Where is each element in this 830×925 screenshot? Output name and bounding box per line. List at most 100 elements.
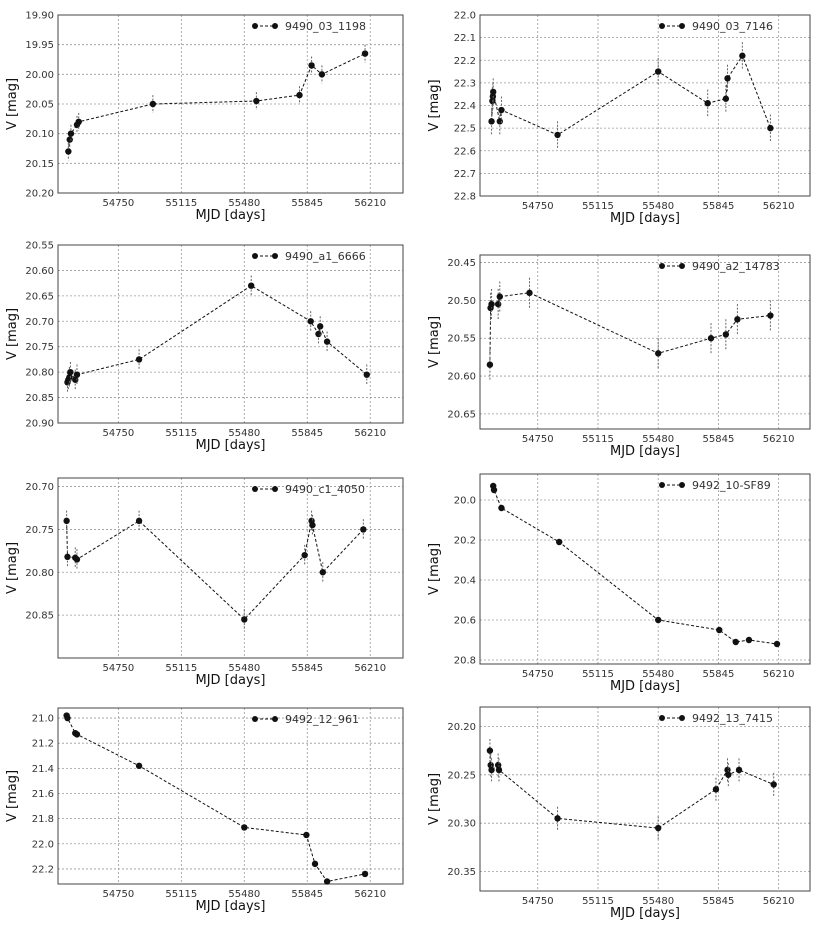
- y-tick-label: 20.55: [25, 241, 54, 252]
- y-tick-label: 20.30: [447, 819, 476, 830]
- legend-marker: [272, 486, 278, 492]
- data-point: [773, 640, 781, 648]
- x-tick-label: 55480: [642, 201, 674, 212]
- x-tick-label: 55115: [165, 889, 197, 900]
- data-point: [363, 371, 370, 378]
- y-tick-label: 20.8: [454, 656, 476, 667]
- data-point: [301, 551, 308, 559]
- y-tick-label: 20.55: [447, 334, 476, 345]
- data-point: [655, 350, 662, 357]
- data-point: [494, 300, 502, 308]
- data-point: [488, 118, 495, 125]
- legend: 9492_13_7415: [659, 712, 773, 725]
- legend-label: 9490_a2_14783: [692, 260, 780, 273]
- y-tick-label: 22.2: [454, 56, 476, 67]
- x-tick-label: 55480: [642, 434, 674, 445]
- plot-frame: [57, 707, 404, 885]
- x-axis-label: MJD [days]: [195, 899, 265, 914]
- data-point: [309, 521, 316, 529]
- data-point: [655, 824, 662, 832]
- data-point: [361, 50, 369, 57]
- x-axis-label: MJD [days]: [195, 208, 265, 223]
- y-tick-label: 20.65: [25, 291, 54, 302]
- data-point: [496, 118, 503, 125]
- x-tick-label: 55115: [582, 896, 614, 907]
- data-point: [64, 553, 71, 561]
- data-point: [704, 100, 711, 107]
- y-tick-label: 20.70: [25, 317, 54, 328]
- data-point: [315, 330, 322, 338]
- x-tick-label: 56210: [763, 896, 795, 907]
- y-tick-label: 20.2: [454, 536, 476, 547]
- y-tick-label: 20.10: [25, 129, 54, 140]
- y-tick-label: 20.75: [25, 342, 54, 353]
- x-tick-label: 54750: [102, 663, 134, 674]
- data-point: [488, 766, 495, 774]
- y-tick-label: 20.80: [25, 368, 54, 379]
- x-tick-label: 56210: [763, 434, 795, 445]
- data-point: [487, 761, 494, 769]
- legend-label: 9490_a1_6666: [285, 250, 366, 263]
- x-tick-label: 56210: [763, 201, 795, 212]
- y-tick-label: 21.0: [32, 714, 54, 725]
- x-tick-label: 55480: [228, 428, 260, 439]
- data-point: [498, 106, 505, 114]
- x-tick-label: 55845: [291, 198, 323, 209]
- data-point: [303, 831, 310, 839]
- x-tick-label: 55115: [582, 434, 614, 445]
- x-tick-label: 56210: [354, 889, 386, 900]
- x-tick-label: 55845: [703, 896, 735, 907]
- data-point: [73, 556, 81, 563]
- y-tick-label: 22.0: [32, 839, 54, 850]
- legend-marker: [272, 716, 278, 722]
- legend-label: 9492_10-SF89: [692, 479, 771, 492]
- y-tick-label: 22.7: [454, 169, 476, 180]
- y-tick-label: 22.5: [454, 124, 476, 135]
- legend-label: 9490_c1_4050: [285, 483, 365, 496]
- data-point: [296, 91, 303, 99]
- y-axis-label: V [mag]: [427, 316, 442, 368]
- data-point: [253, 97, 260, 105]
- y-tick-label: 20.4: [454, 576, 476, 587]
- legend: 9492_12_961: [252, 713, 359, 726]
- x-tick-label: 54750: [102, 428, 134, 439]
- x-axis-label: MJD [days]: [195, 438, 265, 453]
- legend: 9490_c1_4050: [252, 483, 365, 496]
- x-tick-label: 56210: [354, 198, 386, 209]
- chart-panel-3: 54750 55115 55480 55845 56210 20.55 20.60 20.65…: [5, 241, 404, 453]
- data-point: [494, 761, 502, 769]
- x-tick-label: 56210: [354, 428, 386, 439]
- legend: 9492_10-SF89: [659, 479, 771, 492]
- legend-marker: [679, 482, 685, 488]
- legend-marker: [659, 23, 665, 29]
- chart-panel-7: 54750 55115 55480 55845 56210 21.0 21.2 21.4 21.…: [5, 707, 404, 914]
- chart-panel-6: 54750 55115 55480 55845 56210 20.0 20.2 20.4 20.…: [427, 473, 811, 694]
- plot-frame: [479, 706, 811, 892]
- data-point: [745, 636, 753, 644]
- x-tick-label: 55845: [703, 434, 735, 445]
- x-tick-label: 55480: [642, 896, 674, 907]
- y-tick-label: 20.20: [447, 722, 476, 733]
- legend-label: 9490_03_1198: [285, 20, 366, 33]
- data-point: [496, 293, 503, 300]
- chart-panel-5: 54750 55115 55480 55845 56210 20.70 20.75 20.80…: [5, 477, 404, 688]
- x-tick-label: 55480: [228, 663, 260, 674]
- legend-marker: [272, 23, 278, 29]
- chart-panel-4: 54750 55115 55480 55845 56210 20.45 20.50 20.55…: [427, 254, 811, 459]
- legend-marker: [659, 263, 665, 269]
- legend: 9490_03_7146: [659, 20, 773, 33]
- data-point: [490, 486, 498, 494]
- legend: 9490_a1_6666: [252, 250, 366, 263]
- legend-marker: [272, 253, 278, 259]
- series-line: [492, 485, 778, 645]
- plot-frame: [479, 254, 811, 430]
- x-tick-label: 55845: [291, 889, 323, 900]
- data-point: [767, 312, 774, 319]
- data-point: [63, 517, 70, 525]
- data-point: [735, 766, 743, 774]
- data-point: [734, 316, 741, 323]
- data-point: [712, 786, 720, 793]
- data-point: [135, 517, 143, 525]
- x-tick-label: 55845: [703, 669, 735, 680]
